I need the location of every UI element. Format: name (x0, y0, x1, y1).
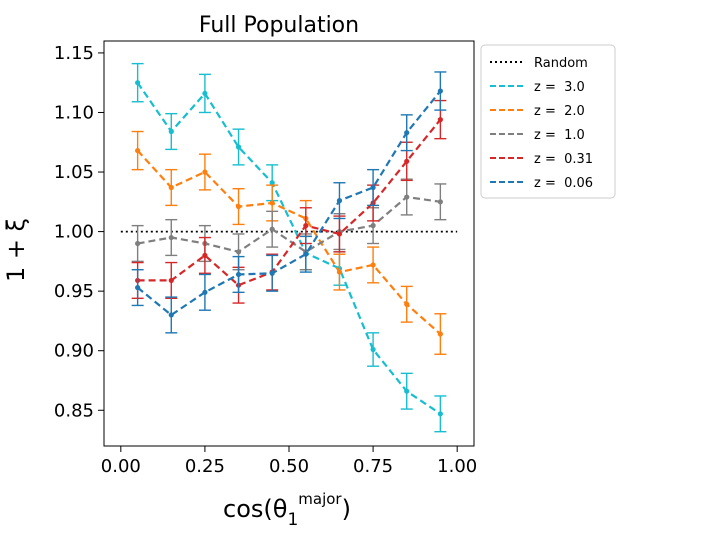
legend-label: z = 0.31 (534, 152, 593, 167)
y-tick-label: 0.95 (54, 281, 94, 302)
data-point (269, 270, 275, 276)
data-point (336, 198, 343, 204)
legend-frame (480, 44, 616, 199)
data-point (135, 147, 141, 154)
data-point (135, 80, 141, 86)
legend-label: Random (534, 56, 588, 71)
x-axis-label-sub: 1 (287, 510, 298, 530)
legend-item: z = 0.06 (490, 176, 593, 191)
y-tick-label: 1.15 (54, 43, 94, 64)
data-point (370, 184, 376, 191)
x-tick-label: 0.00 (101, 456, 141, 477)
series-3 (131, 99, 447, 304)
legend-item: z = 2.0 (490, 104, 585, 119)
chart-title: Full Population (199, 13, 359, 38)
data-point (168, 234, 174, 241)
data-point (269, 226, 275, 232)
x-axis: 0.00 0.25 0.50 0.75 1.00 (101, 446, 477, 477)
x-axis-label-base: cos(θ (223, 495, 287, 523)
series-2 (131, 178, 447, 271)
legend: Random z = 3.0 z = 2.0 z = 1.0 z = 0.31 z = 0… (480, 44, 616, 199)
x-axis-label-close: ) (342, 495, 351, 523)
series-1 (131, 130, 447, 355)
data-point (437, 117, 443, 123)
data-point (168, 128, 174, 135)
plot-frame (103, 40, 475, 447)
y-axis-label: 1 + ξ (2, 218, 30, 282)
series-line (137, 118, 442, 287)
series-4 (131, 71, 447, 334)
data-point (168, 277, 174, 284)
data-point (404, 301, 410, 307)
legend-item: z = 3.0 (490, 80, 585, 95)
data-point (202, 252, 208, 259)
data-point (437, 331, 443, 337)
legend-label: z = 0.06 (534, 176, 593, 191)
series-0 (131, 62, 447, 433)
legend-item: z = 1.0 (490, 128, 585, 143)
data-point (135, 240, 141, 247)
data-point (202, 169, 208, 175)
data-point (370, 262, 376, 268)
data-point (404, 130, 410, 136)
data-point (168, 184, 174, 191)
data-point (135, 284, 141, 291)
y-tick-label: 0.90 (54, 341, 94, 362)
data-point (269, 200, 275, 206)
x-tick-label: 1.00 (437, 456, 477, 477)
series-line (136, 149, 442, 335)
y-tick-label: 1.10 (54, 102, 94, 123)
data-point (202, 289, 208, 295)
data-point (336, 231, 343, 237)
data-point (437, 411, 443, 417)
x-axis-label: cos(θ1major) (223, 490, 351, 530)
y-axis: 0.85 0.90 0.95 1.00 1.05 1.10 1.15 (54, 43, 104, 421)
series-line (136, 82, 442, 415)
data-point (404, 194, 410, 200)
data-point (370, 346, 376, 353)
x-tick-label: 0.75 (353, 456, 393, 477)
data-point (437, 88, 443, 94)
legend-item: Random (490, 56, 588, 71)
y-tick-label: 0.85 (54, 400, 94, 421)
data-point (303, 223, 309, 229)
x-tick-label: 0.50 (269, 456, 309, 477)
x-tick-label: 0.25 (185, 456, 225, 477)
data-point (168, 312, 174, 318)
legend-label: z = 1.0 (534, 128, 585, 143)
y-tick-label: 1.05 (54, 162, 94, 183)
y-tick-label: 1.00 (54, 222, 94, 243)
data-point (336, 269, 343, 275)
data-point (235, 203, 242, 210)
data-point (303, 251, 309, 257)
plot-area (103, 40, 475, 447)
data-point (370, 223, 376, 229)
data-point (269, 180, 275, 186)
data-point (235, 249, 242, 255)
data-point (235, 271, 242, 278)
series-line (136, 90, 442, 317)
x-axis-label-sup: major (298, 490, 342, 508)
data-point (404, 388, 410, 394)
legend-label: z = 2.0 (534, 104, 585, 119)
data-point (437, 199, 443, 205)
data-point (404, 158, 410, 164)
legend-label: z = 3.0 (534, 80, 585, 95)
data-point (202, 90, 208, 97)
legend-item: z = 0.31 (490, 152, 593, 167)
series-line (137, 195, 441, 254)
data-point (235, 144, 242, 150)
